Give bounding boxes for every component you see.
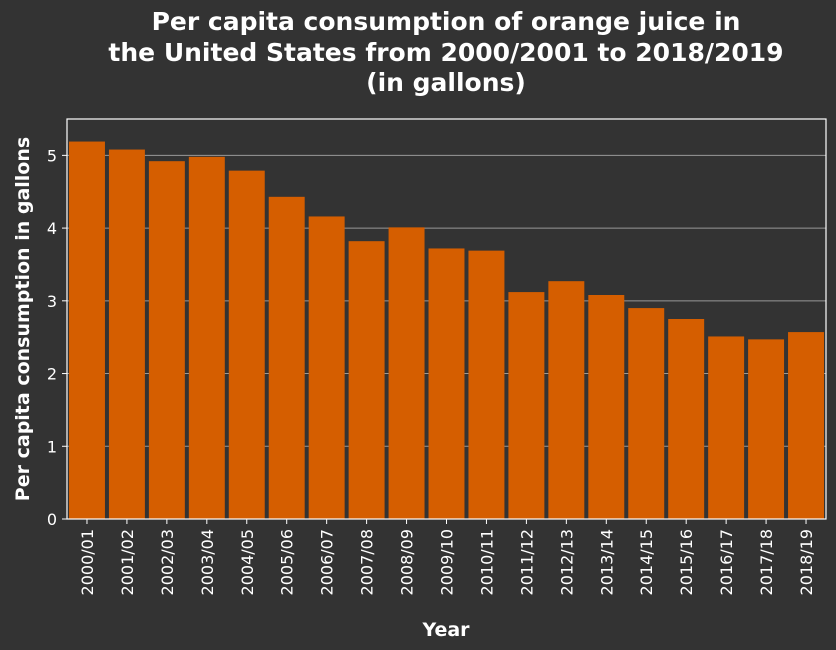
y-tick-label-2: 2	[47, 365, 57, 384]
bar-2013-14	[588, 295, 625, 519]
bar-2002-03	[148, 161, 185, 519]
x-axis-title: Year	[421, 619, 470, 641]
bar-2006-07	[308, 216, 345, 520]
chart-title-line-3: (in gallons)	[366, 68, 526, 97]
x-tick-label-11: 2011/12	[517, 529, 536, 595]
bar-2011-12	[508, 292, 545, 519]
bar-2004-05	[228, 170, 265, 520]
x-tick-label-1: 2001/02	[118, 529, 137, 595]
x-axis: 2000/01 2001/02 2002/03 2003/04 2004/05 2005/…	[78, 519, 816, 595]
y-tick-label-1: 1	[47, 437, 57, 456]
bar-2016-17	[708, 336, 745, 519]
x-tick-label-15: 2015/16	[677, 529, 696, 595]
x-tick-label-10: 2010/11	[477, 529, 496, 595]
x-tick-label-16: 2016/17	[717, 529, 736, 595]
x-tick-label-3: 2003/04	[198, 529, 217, 595]
chart-title-line-2: the United States from 2000/2001 to 2018…	[108, 38, 783, 67]
x-tick-label-14: 2014/15	[637, 529, 656, 595]
chart-title-line-1: Per capita consumption of orange juice i…	[152, 7, 741, 36]
chart-title: Per capita consumption of orange juice i…	[108, 7, 783, 97]
bar-2012-13	[548, 281, 585, 519]
x-tick-label-5: 2005/06	[278, 529, 297, 595]
x-tick-label-8: 2008/09	[398, 529, 417, 595]
y-tick-label-3: 3	[47, 292, 57, 311]
x-tick-label-18: 2018/19	[797, 529, 816, 595]
x-tick-label-13: 2013/14	[597, 529, 616, 595]
x-tick-label-17: 2017/18	[757, 529, 776, 595]
x-tick-label-9: 2009/10	[438, 529, 457, 595]
bar-2003-04	[188, 156, 225, 519]
y-tick-label-0: 0	[47, 510, 57, 529]
y-tick-label-4: 4	[47, 219, 57, 238]
bar-2017-18	[748, 339, 785, 519]
x-tick-label-12: 2012/13	[557, 529, 576, 595]
x-tick-label-7: 2007/08	[358, 529, 377, 595]
bar-2005-06	[268, 196, 305, 519]
bar-2015-16	[668, 319, 705, 519]
bar-2018-19	[788, 332, 825, 519]
y-axis: 0 1 2 3 4 5	[47, 146, 67, 529]
bar-2007-08	[348, 241, 385, 519]
x-tick-label-6: 2006/07	[318, 529, 337, 595]
bar-2010-11	[468, 250, 505, 520]
bar-2014-15	[628, 308, 665, 519]
x-tick-label-2: 2002/03	[158, 529, 177, 595]
y-tick-label-5: 5	[47, 146, 57, 165]
x-tick-label-4: 2004/05	[238, 529, 257, 595]
bars	[68, 141, 825, 520]
y-axis-title: Per capita consumption in gallons	[12, 137, 34, 501]
bar-2000-01	[68, 141, 105, 519]
bar-2001-02	[108, 149, 145, 519]
x-tick-label-0: 2000/01	[78, 529, 97, 595]
bar-2008-09	[388, 227, 425, 519]
bar-2009-10	[428, 248, 465, 520]
